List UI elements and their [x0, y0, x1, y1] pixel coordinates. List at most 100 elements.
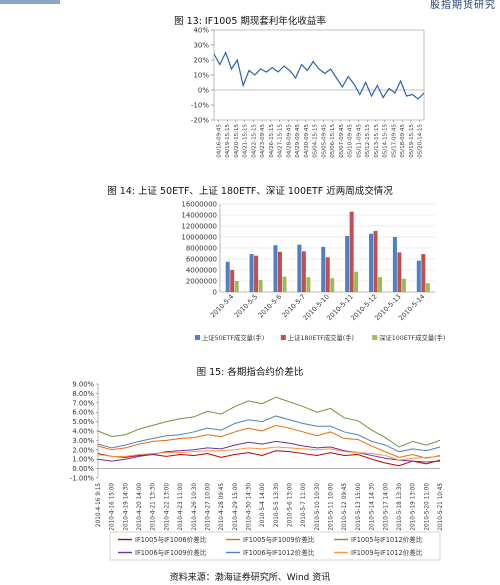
bar: [401, 278, 406, 292]
y-tick-label: 30%: [193, 42, 209, 50]
fig13-title: 图 13: IF1005 期现套利年化收益率: [174, 16, 326, 27]
legend-swatch: [280, 335, 286, 340]
bar: [392, 237, 397, 292]
legend-swatch: [195, 335, 200, 340]
legend-swatch: [372, 335, 378, 340]
bar: [301, 251, 306, 292]
x-tick-label: 04/22-15:15: [251, 124, 257, 158]
legend-label: IF1005与IF1009价差比: [243, 535, 315, 544]
bar: [321, 246, 326, 292]
y-tick-label: 0.00%: [72, 465, 94, 473]
y-tick-label: 10000000: [181, 234, 217, 242]
legend-label: 深证100ETF成交量(手): [379, 333, 445, 342]
bar: [425, 283, 430, 292]
legend-label: IF1009与IF1012价差比: [351, 548, 423, 557]
x-tick-label: 04/19-15:15: [225, 124, 231, 158]
x-tick-label: 05/07-09:45: [339, 124, 345, 158]
y-tick-label: 1.00%: [72, 456, 94, 464]
x-tick-label: 2010-4-28 09:45: [219, 483, 225, 531]
legend-label: IF1006与IF1012价差比: [243, 548, 315, 557]
bar: [225, 261, 230, 292]
series-line: [97, 424, 441, 459]
x-tick-label: 2010-5-4 14:00: [260, 483, 266, 527]
bar: [345, 235, 350, 292]
series-line: [97, 450, 441, 467]
x-tick-label: 2010-4-20 14:00: [137, 483, 143, 531]
bar: [249, 254, 254, 292]
x-tick-label: 2010-5-7 11:00: [301, 483, 307, 527]
x-tick-label: 2010-5-4: [209, 293, 236, 320]
x-tick-label: 05/18-09:45: [400, 124, 406, 158]
bar: [282, 276, 287, 292]
x-tick-label: 2010-5-6 13:00: [288, 483, 294, 527]
x-tick-label: 04/29-09:45: [295, 124, 301, 158]
x-tick-label: 05/05-09:45: [321, 124, 327, 158]
y-tick-label: 6000000: [186, 256, 217, 264]
bar: [325, 257, 330, 292]
bar: [397, 252, 402, 292]
header-title: 股指期货研究: [430, 0, 496, 11]
fig14-chart: 16000000 14000000 12000000 10000000 8000000 6…: [181, 201, 445, 343]
x-tick-label: 05/04-15:15: [313, 124, 319, 158]
series-line: [97, 415, 441, 453]
x-tick-label: 05/14-15:15: [383, 124, 389, 158]
x-tick-label: 2010-5-14 14:30: [370, 483, 376, 531]
x-tick-label: 2010-4-22 13:00: [164, 483, 170, 531]
x-tick-label: 04/27-15:15: [278, 124, 284, 158]
x-tick-label: 05/17-09:45: [391, 124, 397, 158]
bar: [378, 277, 383, 292]
y-tick-label: -20%: [191, 117, 209, 125]
y-tick-label: 8.00%: [72, 390, 94, 398]
x-tick-label: 2010-4-19 14:30: [123, 483, 129, 531]
fig15-title: 图 15: 各期指合约价差比: [196, 367, 304, 378]
legend-label: IF1005与IF1006价差比: [135, 535, 207, 544]
y-tick-label: 9.00%: [72, 381, 94, 389]
y-tick-label: 14000000: [181, 212, 217, 220]
bar: [234, 281, 239, 292]
x-tick-label: 04/16-09:45: [216, 124, 222, 158]
x-tick-label: 04/21-15:15: [243, 124, 249, 158]
bar: [297, 244, 302, 292]
bar: [373, 230, 378, 292]
x-tick-label: 2010-5-18 13:30: [397, 483, 403, 531]
y-tick-label: 0%: [198, 87, 209, 95]
x-tick-label: 2010-5-12 09:45: [342, 483, 348, 531]
x-tick-label: 2010-4-27 10:00: [205, 483, 211, 531]
x-tick-label: 05/20-14:15: [418, 124, 424, 158]
y-tick-label: 16000000: [181, 201, 217, 209]
bar: [273, 245, 278, 292]
x-tick-label: 2010-4-23 11:00: [178, 483, 184, 531]
x-tick-label: 2010-5-14: [397, 293, 426, 322]
y-tick-label: 10%: [193, 72, 209, 80]
bar: [349, 211, 354, 292]
legend-box: [109, 531, 441, 561]
x-tick-label: 2010-5-21 10:45: [438, 483, 444, 531]
y-tick-label: 40%: [193, 27, 209, 35]
x-tick-label: 04/28-09:45: [286, 124, 292, 158]
fig13-chart: 40% 30% 20% 10% 0% -10% -20% 04/16-09:45 04/19-1…: [191, 27, 425, 158]
x-tick-label: 05/13-15:15: [374, 124, 380, 158]
y-tick-label: 20%: [193, 57, 209, 65]
x-tick-label: 05/06-15:15: [330, 124, 336, 158]
bar: [277, 251, 282, 292]
bar: [354, 271, 359, 292]
x-tick-label: 2010-4-16 15:00: [110, 483, 116, 531]
x-tick-label: 2010-5-6: [257, 293, 284, 320]
y-tick-label: 12000000: [181, 223, 217, 231]
bar: [416, 260, 421, 292]
series-line: [97, 396, 441, 448]
x-tick-label: 04/23-09:45: [260, 124, 266, 158]
x-tick-label: 2010-4-21 13:30: [151, 483, 157, 531]
y-tick-label: 2.00%: [72, 446, 94, 454]
y-tick-label: 4000000: [186, 267, 217, 275]
x-tick-label: 2010-5-20 11:00: [424, 483, 430, 531]
bar: [330, 278, 335, 292]
legend-label: 上证50ETF成交量(手): [202, 333, 264, 342]
series-line: [213, 50, 425, 100]
x-tick-label: 04/30-09:45: [304, 124, 310, 158]
x-tick-label: 2010-4-30 14:30: [246, 483, 252, 531]
y-tick-label: 4.00%: [72, 428, 94, 436]
bar: [230, 270, 235, 292]
y-tick-label: 7.00%: [72, 399, 94, 407]
header-logo-strip: [0, 0, 60, 4]
